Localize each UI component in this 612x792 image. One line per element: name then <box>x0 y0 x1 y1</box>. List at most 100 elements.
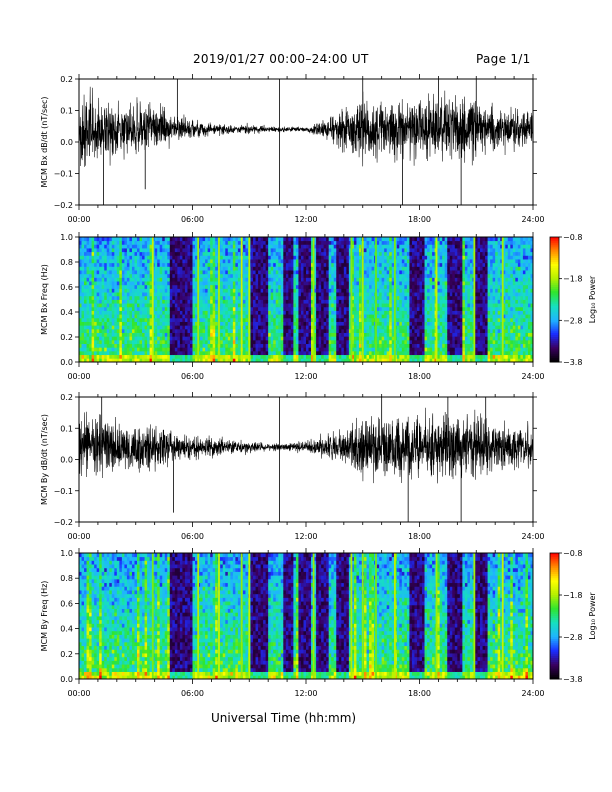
heatmap-cell <box>437 310 441 315</box>
heatmap-cell <box>306 350 309 356</box>
heatmap-cell <box>437 347 441 352</box>
heatmap-cell <box>404 358 408 363</box>
heatmap-cell <box>308 284 312 289</box>
heatmap-cell <box>285 299 289 304</box>
heatmap-cell <box>227 273 231 278</box>
heatmap-cell <box>404 244 408 249</box>
heatmap-cell <box>338 314 342 319</box>
heatmap-cell <box>280 317 284 322</box>
heatmap-cell <box>242 343 246 348</box>
heatmap-cell <box>326 273 330 278</box>
heatmap-cell <box>227 336 231 341</box>
heatmap-cell <box>225 339 229 345</box>
heatmap-cell <box>225 237 229 242</box>
heatmap-cell <box>300 299 304 304</box>
heatmap-cell <box>401 354 405 359</box>
heatmap-cell <box>210 306 214 311</box>
heatmap-cell <box>424 266 428 271</box>
heatmap-cell <box>242 332 246 337</box>
heatmap-cell <box>419 343 423 348</box>
heatmap-cell <box>212 273 216 278</box>
heatmap-cell <box>202 255 206 260</box>
heatmap-cell <box>318 244 322 249</box>
heatmap-cell <box>192 270 196 275</box>
heatmap-cell <box>326 255 330 260</box>
heatmap-cell <box>154 266 158 271</box>
heatmap-cell <box>427 284 430 289</box>
heatmap-cell <box>250 251 254 256</box>
heatmap-cell <box>114 347 118 352</box>
heatmap-cell <box>328 325 332 330</box>
heatmap-cell <box>416 321 420 326</box>
heatmap-cell <box>182 273 186 278</box>
heatmap-cell <box>119 277 123 282</box>
heatmap-cell <box>225 248 229 253</box>
heatmap-cell <box>129 350 133 356</box>
heatmap-cell <box>293 255 297 260</box>
heatmap-cell <box>147 251 151 256</box>
heatmap-cell <box>184 325 188 330</box>
heatmap-cell <box>139 284 143 289</box>
heatmap-cell <box>137 310 140 315</box>
heatmap-cell <box>210 303 214 308</box>
heatmap-cell <box>154 281 158 286</box>
heatmap-cell <box>366 244 370 249</box>
heatmap-cell <box>422 281 425 286</box>
heatmap-cell <box>311 240 314 245</box>
heatmap-cell <box>427 292 430 297</box>
heatmap-cell <box>318 321 322 326</box>
heatmap-cell <box>159 343 163 348</box>
heatmap-cell <box>369 259 372 264</box>
heatmap-cell <box>149 354 153 359</box>
x-tick-label: 12:00 <box>294 215 317 224</box>
heatmap-cell <box>137 317 140 322</box>
heatmap-cell <box>177 270 181 275</box>
heatmap-cell <box>174 248 178 253</box>
page-number: Page 1/1 <box>476 52 531 66</box>
heatmap-cell <box>79 354 82 359</box>
heatmap-cell <box>210 343 214 348</box>
heatmap-cell <box>356 288 360 293</box>
heatmap-cell <box>207 244 211 249</box>
heatmap-cell <box>391 262 395 267</box>
heatmap-cell <box>131 259 135 264</box>
heatmap-cell <box>338 328 342 333</box>
heatmap-cell <box>419 273 423 278</box>
heatmap-cell <box>111 328 115 333</box>
heatmap-cell <box>124 255 128 260</box>
heatmap-cell <box>331 350 335 356</box>
heatmap-cell <box>99 259 103 264</box>
heatmap-cell <box>316 314 320 319</box>
heatmap-cell <box>422 244 425 249</box>
heatmap-cell <box>182 288 186 293</box>
heatmap-cell <box>348 281 352 286</box>
heatmap-cell <box>109 237 113 242</box>
heatmap-cell <box>424 248 428 253</box>
heatmap-cell <box>391 284 395 289</box>
heatmap-cell <box>437 295 441 300</box>
heatmap-cell <box>91 321 95 326</box>
heatmap-cell <box>422 270 425 275</box>
heatmap-cell <box>424 270 428 275</box>
heatmap-cell <box>424 306 428 311</box>
heatmap-cell <box>169 328 173 333</box>
heatmap-cell <box>341 332 345 337</box>
heatmap-cell <box>386 339 390 345</box>
heatmap-cell <box>230 343 234 348</box>
heatmap-cell <box>399 350 403 356</box>
heatmap-cell <box>174 336 178 341</box>
heatmap-cell <box>298 292 302 297</box>
heatmap-cell <box>202 354 206 359</box>
heatmap-cell <box>94 314 98 319</box>
heatmap-cell <box>285 328 289 333</box>
heatmap-cell <box>137 321 140 326</box>
heatmap-cell <box>427 347 430 352</box>
heatmap-cell <box>114 332 118 337</box>
heatmap-cell <box>275 321 279 326</box>
heatmap-cell <box>396 248 400 253</box>
heatmap-cell <box>306 277 309 282</box>
heatmap-cell <box>379 244 383 249</box>
heatmap-cell <box>356 325 360 330</box>
heatmap-cell <box>353 266 357 271</box>
heatmap-cell <box>179 266 183 271</box>
